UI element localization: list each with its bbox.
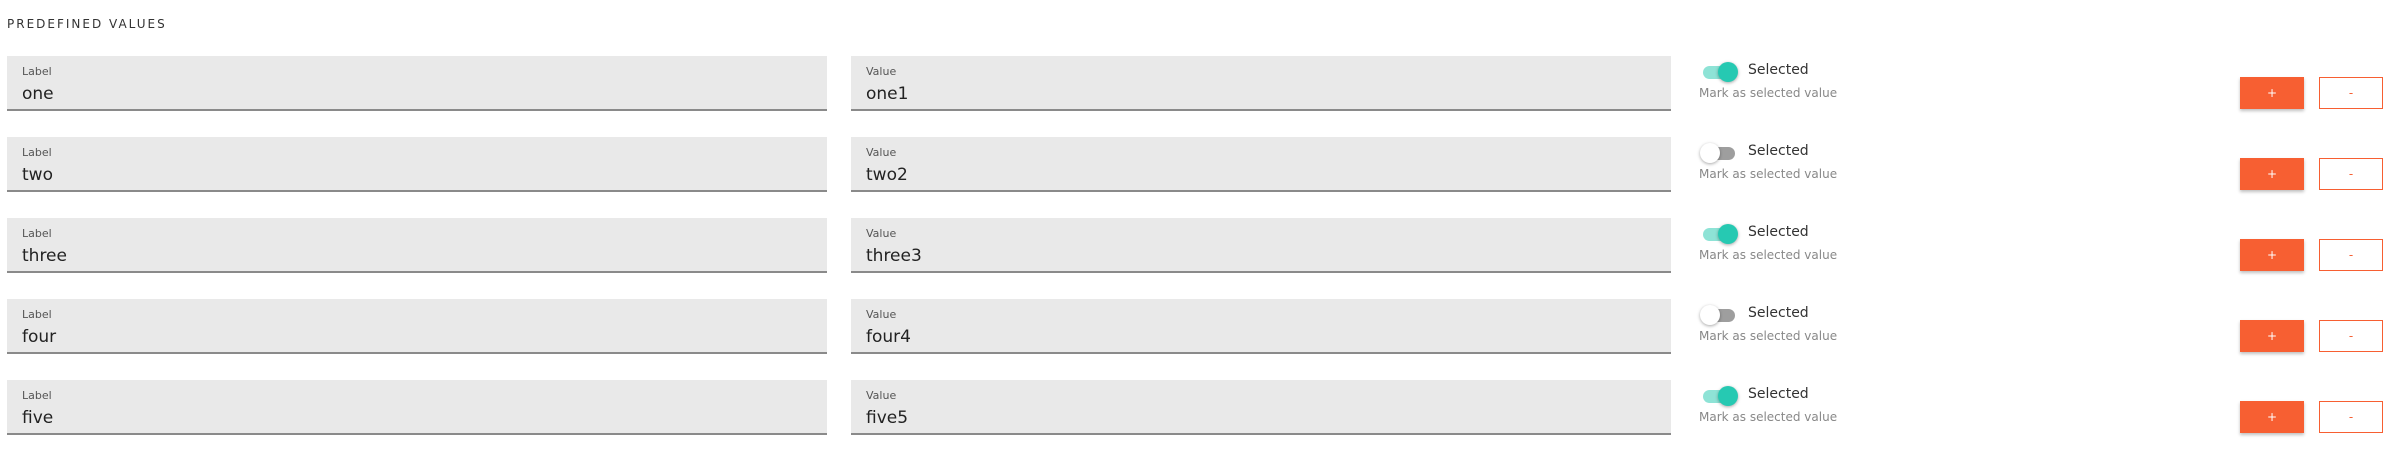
selected-toggle-hint: Mark as selected value xyxy=(1699,329,1838,343)
toggle-knob xyxy=(1718,386,1738,406)
add-row-button[interactable]: + xyxy=(2240,320,2304,352)
label-field-value[interactable]: one xyxy=(22,84,54,104)
label-field-caption: Label xyxy=(22,308,52,321)
label-field[interactable]: Label three xyxy=(7,218,827,273)
add-row-button[interactable]: + xyxy=(2240,158,2304,190)
value-field-value[interactable]: one1 xyxy=(866,84,909,104)
label-field-caption: Label xyxy=(22,227,52,240)
value-field-value[interactable]: three3 xyxy=(866,246,922,266)
selected-toggle-label: Selected xyxy=(1748,305,1809,321)
label-field[interactable]: Label two xyxy=(7,137,827,192)
selected-toggle-hint: Mark as selected value xyxy=(1699,167,1838,181)
toggle-knob xyxy=(1718,62,1738,82)
selected-toggle-label: Selected xyxy=(1748,224,1809,240)
label-field[interactable]: Label five xyxy=(7,380,827,435)
remove-row-button[interactable]: - xyxy=(2319,320,2383,352)
selected-toggle-label: Selected xyxy=(1748,62,1809,78)
value-field-value[interactable]: four4 xyxy=(866,327,911,347)
predefined-value-row: Label five Value five5 Selected Mark as … xyxy=(0,380,2396,440)
remove-row-button[interactable]: - xyxy=(2319,401,2383,433)
label-field-value[interactable]: five xyxy=(22,408,54,428)
selected-toggle[interactable] xyxy=(1700,305,1738,325)
section-title: PREDEFINED VALUES xyxy=(7,17,167,31)
predefined-value-row: Label four Value four4 Selected Mark as … xyxy=(0,299,2396,359)
value-field[interactable]: Value one1 xyxy=(851,56,1671,111)
value-field[interactable]: Value five5 xyxy=(851,380,1671,435)
value-field-value[interactable]: five5 xyxy=(866,408,909,428)
add-row-button[interactable]: + xyxy=(2240,401,2304,433)
selected-toggle-hint: Mark as selected value xyxy=(1699,410,1838,424)
selected-toggle[interactable] xyxy=(1700,143,1738,163)
toggle-knob xyxy=(1700,143,1720,163)
remove-row-button[interactable]: - xyxy=(2319,239,2383,271)
value-field[interactable]: Value three3 xyxy=(851,218,1671,273)
predefined-value-row: Label three Value three3 Selected Mark a… xyxy=(0,218,2396,278)
value-field-caption: Value xyxy=(866,227,897,240)
value-field-value[interactable]: two2 xyxy=(866,165,908,185)
label-field[interactable]: Label four xyxy=(7,299,827,354)
selected-toggle-label: Selected xyxy=(1748,386,1809,402)
value-field[interactable]: Value four4 xyxy=(851,299,1671,354)
predefined-value-row: Label two Value two2 Selected Mark as se… xyxy=(0,137,2396,197)
value-field-caption: Value xyxy=(866,65,897,78)
selected-toggle-hint: Mark as selected value xyxy=(1699,248,1838,262)
label-field-value[interactable]: four xyxy=(22,327,57,347)
add-row-button[interactable]: + xyxy=(2240,239,2304,271)
label-field-value[interactable]: three xyxy=(22,246,67,266)
selected-toggle-label: Selected xyxy=(1748,143,1809,159)
predefined-value-row: Label one Value one1 Selected Mark as se… xyxy=(0,56,2396,116)
label-field[interactable]: Label one xyxy=(7,56,827,111)
add-row-button[interactable]: + xyxy=(2240,77,2304,109)
value-field-caption: Value xyxy=(866,308,897,321)
selected-toggle[interactable] xyxy=(1700,386,1738,406)
toggle-knob xyxy=(1718,224,1738,244)
label-field-value[interactable]: two xyxy=(22,165,53,185)
remove-row-button[interactable]: - xyxy=(2319,158,2383,190)
label-field-caption: Label xyxy=(22,65,52,78)
toggle-knob xyxy=(1700,305,1720,325)
selected-toggle-hint: Mark as selected value xyxy=(1699,86,1838,100)
value-field-caption: Value xyxy=(866,146,897,159)
label-field-caption: Label xyxy=(22,389,52,402)
value-field-caption: Value xyxy=(866,389,897,402)
label-field-caption: Label xyxy=(22,146,52,159)
remove-row-button[interactable]: - xyxy=(2319,77,2383,109)
selected-toggle[interactable] xyxy=(1700,224,1738,244)
selected-toggle[interactable] xyxy=(1700,62,1738,82)
value-field[interactable]: Value two2 xyxy=(851,137,1671,192)
